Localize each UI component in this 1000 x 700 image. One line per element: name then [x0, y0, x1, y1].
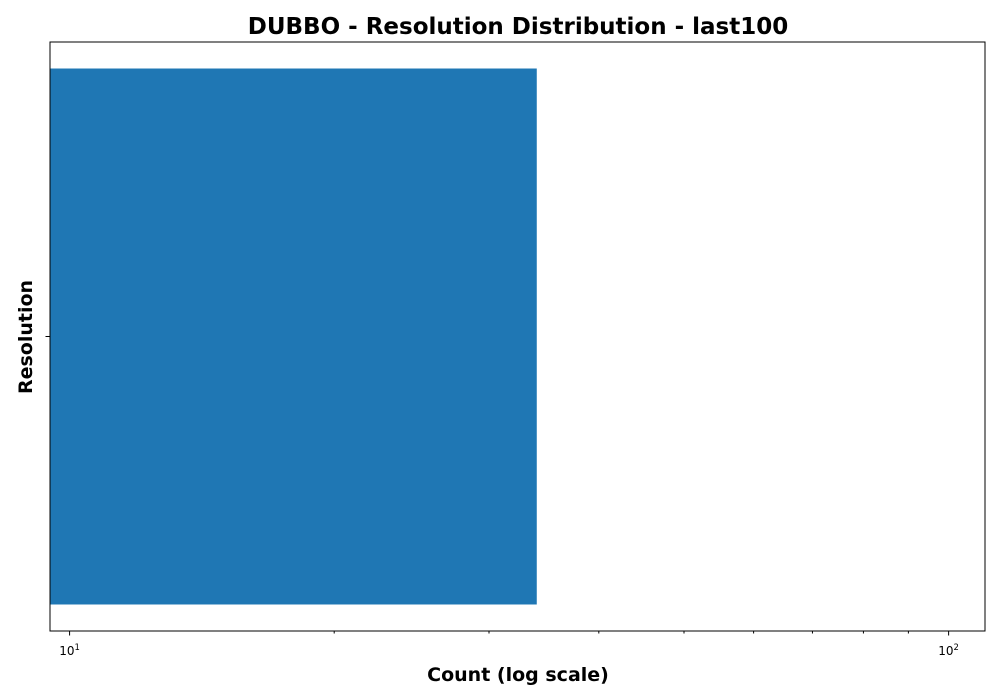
plot-frame — [49, 41, 986, 632]
bars — [50, 68, 537, 605]
y-axis-label: Resolution — [15, 280, 37, 394]
x-tick-label-1: 102 — [938, 643, 959, 658]
x-tick-label-0: 101 — [59, 643, 80, 658]
x-axis-label: Count (log scale) — [427, 664, 609, 686]
plot-area: 101 102 — [45, 41, 986, 658]
x-axis-ticks: 101 102 — [59, 631, 959, 658]
chart-title: DUBBO - Resolution Distribution - last10… — [248, 14, 789, 40]
bar-0 — [50, 68, 537, 605]
